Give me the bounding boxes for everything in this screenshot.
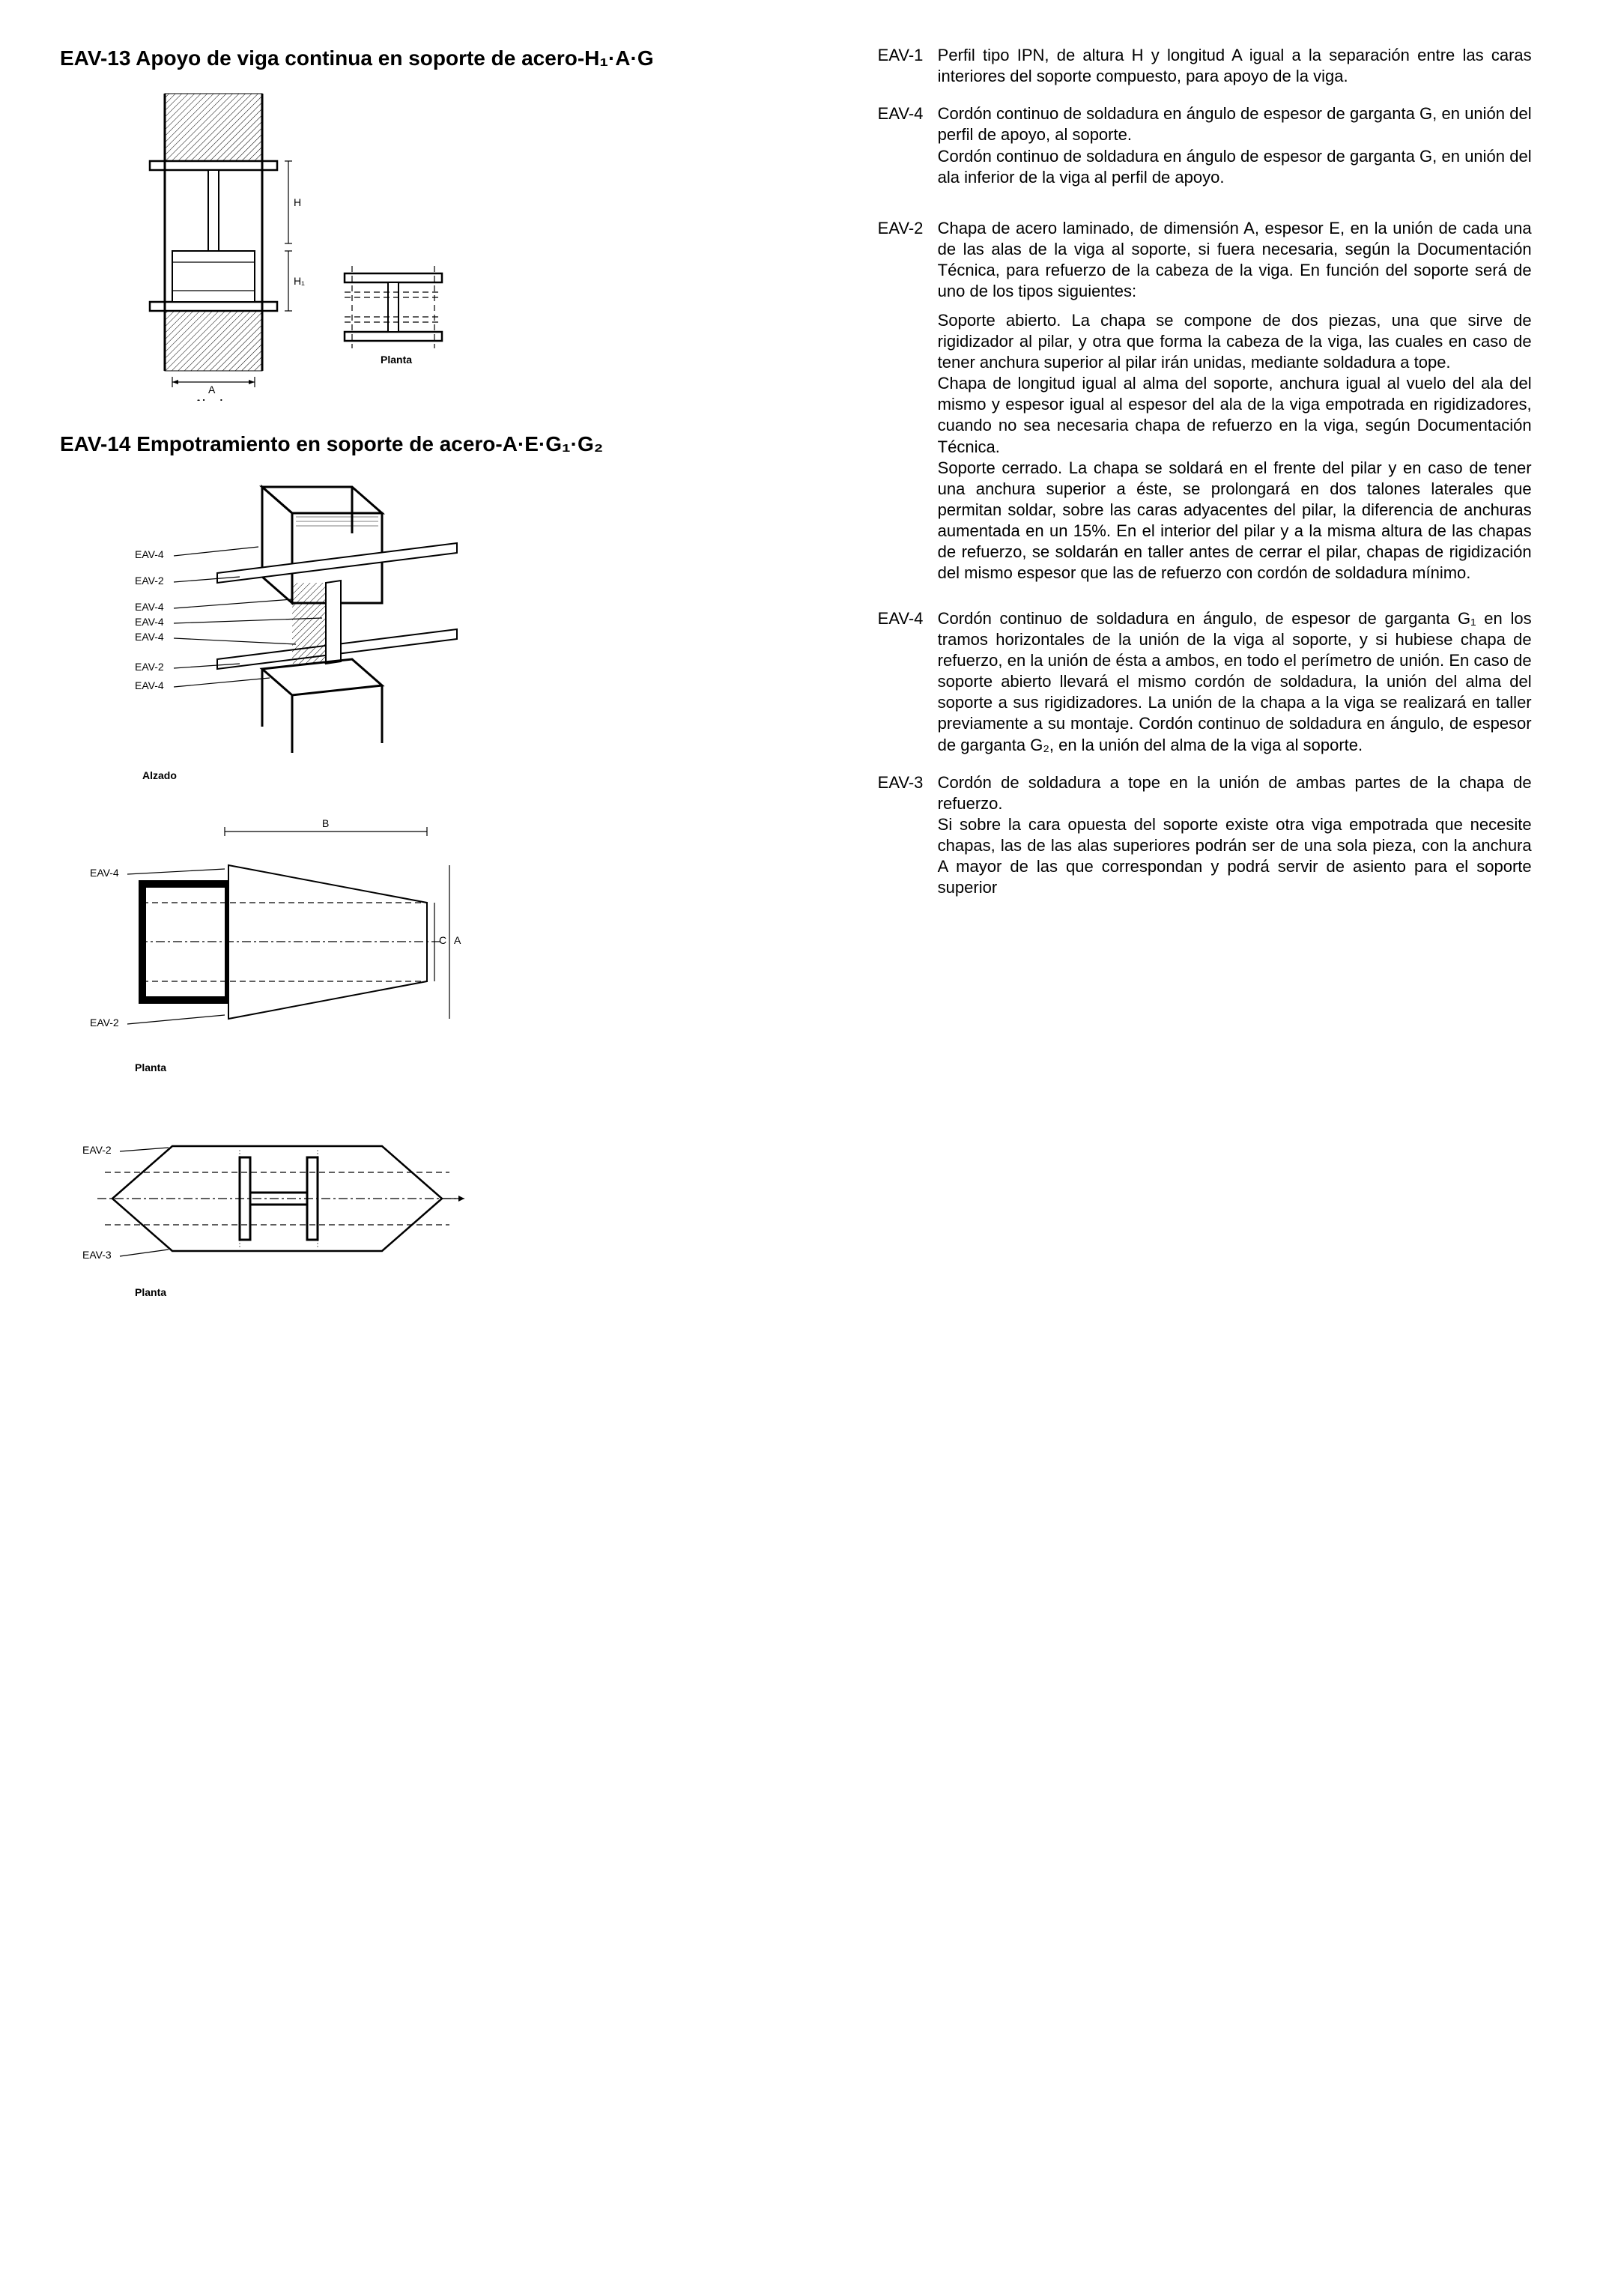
spec-eav4b: EAV-4 Cordón continuo de soldadura en án… bbox=[878, 608, 1532, 756]
figure-eav14-alzado: EAV-4 EAV-2 EAV-4 EAV-4 EAV-4 EAV-2 EAV-… bbox=[60, 472, 833, 787]
svg-text:A: A bbox=[208, 384, 216, 396]
spec-eav1: EAV-1 Perfil tipo IPN, de altura H y lon… bbox=[878, 45, 1532, 87]
svg-text:EAV-2: EAV-2 bbox=[82, 1144, 112, 1156]
svg-text:H: H bbox=[294, 196, 301, 208]
figure-eav14-planta2: EAV-2 EAV-3 Planta bbox=[60, 1116, 833, 1311]
spec-text: Cordón continuo de soldadura en ángulo d… bbox=[938, 103, 1532, 188]
spec-text: Chapa de acero laminado, de dimensión A,… bbox=[938, 218, 1532, 592]
spec-text: Perfil tipo IPN, de altura H y longitud … bbox=[938, 45, 1532, 87]
spec-code: EAV-4 bbox=[878, 608, 938, 756]
spec-code: EAV-2 bbox=[878, 218, 938, 592]
spec-text: Cordón continuo de soldadura en ángulo, … bbox=[938, 608, 1532, 756]
svg-text:Planta: Planta bbox=[135, 1061, 166, 1073]
svg-text:EAV-2: EAV-2 bbox=[135, 575, 164, 587]
svg-text:EAV-4: EAV-4 bbox=[135, 601, 164, 613]
svg-text:Planta: Planta bbox=[135, 1286, 166, 1298]
svg-text:EAV-2: EAV-2 bbox=[90, 1017, 119, 1029]
spec-code: EAV-1 bbox=[878, 45, 938, 87]
svg-text:Alzado: Alzado bbox=[142, 769, 177, 781]
spec-text: Cordón de soldadura a tope en la unión d… bbox=[938, 772, 1532, 899]
svg-text:EAV-2: EAV-2 bbox=[135, 661, 164, 673]
spec-eav2: EAV-2 Chapa de acero laminado, de dimens… bbox=[878, 218, 1532, 592]
svg-text:EAV-4: EAV-4 bbox=[135, 548, 164, 560]
spec-list: EAV-1 Perfil tipo IPN, de altura H y lon… bbox=[878, 45, 1532, 1341]
svg-text:B: B bbox=[322, 817, 329, 829]
figure-eav14-planta1: B C A EAV-4 EAV-2 Planta bbox=[60, 817, 833, 1086]
svg-text:C: C bbox=[439, 934, 446, 946]
heading-eav13: EAV-13 Apoyo de viga continua en soporte… bbox=[60, 45, 833, 71]
svg-text:A: A bbox=[454, 934, 461, 946]
svg-text:EAV-3: EAV-3 bbox=[82, 1249, 112, 1261]
figlabel-planta: Planta bbox=[381, 354, 412, 366]
heading-eav14: EAV-14 Empotramiento en soporte de acero… bbox=[60, 431, 833, 457]
spec-eav3: EAV-3 Cordón de soldadura a tope en la u… bbox=[878, 772, 1532, 899]
figure-eav13: H H₁ A Alzado bbox=[60, 86, 833, 401]
spec-eav4a: EAV-4 Cordón continuo de soldadura en án… bbox=[878, 103, 1532, 188]
svg-text:H₁: H₁ bbox=[294, 275, 305, 287]
svg-text:EAV-4: EAV-4 bbox=[135, 679, 164, 691]
svg-text:EAV-4: EAV-4 bbox=[90, 867, 119, 879]
spec-code: EAV-4 bbox=[878, 103, 938, 188]
svg-text:EAV-4: EAV-4 bbox=[135, 631, 164, 643]
figlabel-alzado: Alzado bbox=[195, 397, 229, 401]
svg-text:EAV-4: EAV-4 bbox=[135, 616, 164, 628]
spec-code: EAV-3 bbox=[878, 772, 938, 899]
